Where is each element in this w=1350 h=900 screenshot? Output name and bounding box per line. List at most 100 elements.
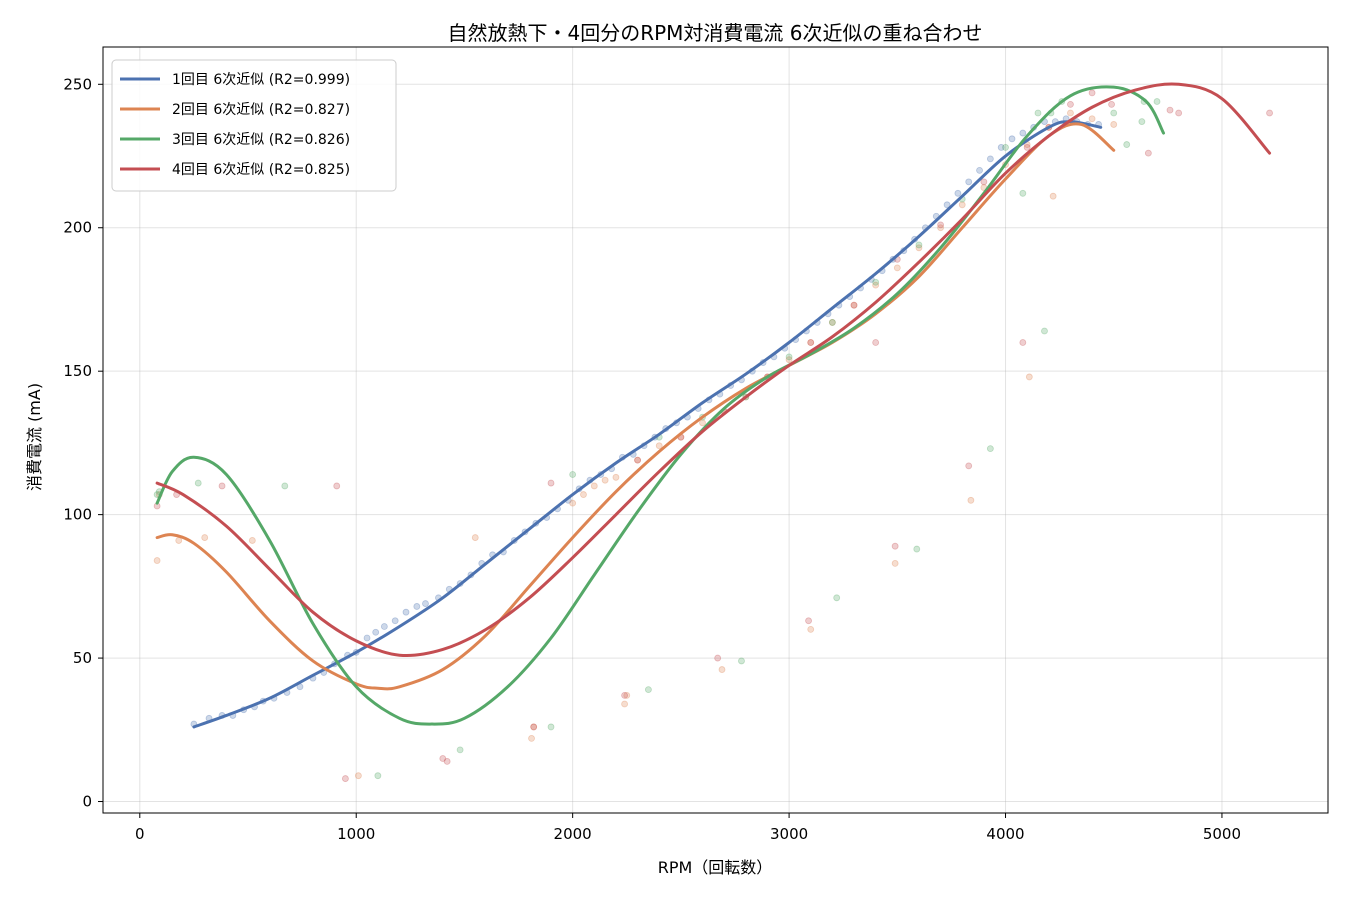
- data-point-series-4: [218, 482, 226, 490]
- data-point-series-2: [530, 723, 538, 731]
- axis-ticks: 0 1000 2000 3000 4000 5000 0 50 100 150 200 250: [63, 75, 1241, 843]
- y-tick-label: 200: [63, 219, 92, 237]
- data-point-series-2: [718, 666, 726, 673]
- data-point-series-1: [413, 603, 421, 610]
- data-point-series-1: [1008, 135, 1016, 143]
- data-point-series-4: [1088, 89, 1096, 97]
- data-point-series-1: [943, 201, 951, 209]
- data-point-series-4: [1067, 100, 1074, 108]
- data-point-series-1: [1019, 129, 1027, 137]
- data-point-series-1: [422, 600, 429, 607]
- x-tick-label: 1000: [337, 825, 375, 843]
- fit-line-series-1: [192, 120, 1103, 729]
- data-point-series-2: [828, 319, 836, 326]
- data-point-series-2: [590, 482, 598, 490]
- data-point-series-4: [1108, 100, 1115, 108]
- data-point-series-2: [1067, 109, 1074, 117]
- data-point-series-2: [621, 700, 628, 708]
- data-point-series-3: [1123, 141, 1131, 148]
- data-point-series-3: [456, 746, 464, 754]
- data-point-series-2: [872, 281, 880, 289]
- x-tick-label: 3000: [770, 825, 808, 843]
- data-point-series-4: [1175, 109, 1183, 117]
- data-point-series-3: [569, 471, 577, 478]
- fit-lines: [155, 82, 1272, 729]
- data-point-series-2: [1088, 115, 1096, 123]
- x-tick-label: 5000: [1203, 825, 1241, 843]
- data-point-series-1: [380, 623, 388, 630]
- data-point-series-1: [965, 178, 973, 186]
- legend-label: 3回目 6次近似 (R2=0.826): [172, 132, 350, 148]
- data-point-series-2: [569, 499, 577, 507]
- data-point-series-2: [248, 537, 256, 544]
- data-point-series-3: [281, 482, 289, 490]
- data-point-series-4: [547, 479, 555, 487]
- data-point-series-2: [967, 496, 975, 504]
- data-point-series-2: [1110, 121, 1118, 128]
- data-point-series-4: [342, 775, 349, 782]
- data-point-series-4: [333, 482, 341, 490]
- data-point-series-4: [1144, 149, 1152, 157]
- chart-title: 自然放熱下・4回分のRPM対消費電流 6次近似の重ね合わせ: [447, 21, 982, 45]
- data-point-series-4: [807, 339, 815, 346]
- data-point-series-3: [645, 686, 652, 694]
- y-tick-label: 150: [63, 362, 92, 380]
- data-point-series-4: [872, 339, 880, 346]
- data-point-series-4: [965, 462, 973, 470]
- data-point-series-2: [807, 625, 815, 633]
- legend-box: [111, 59, 397, 192]
- x-tick-label: 0: [135, 825, 145, 843]
- data-point-series-1: [976, 166, 983, 174]
- data-point-series-3: [1034, 109, 1042, 117]
- data-point-series-2: [612, 473, 620, 481]
- data-point-series-3: [1019, 189, 1027, 197]
- data-point-series-2: [623, 691, 631, 699]
- data-point-series-1: [986, 155, 994, 163]
- data-point-series-3: [1002, 144, 1009, 151]
- data-point-series-2: [937, 224, 944, 232]
- legend-label: 4回目 6次近似 (R2=0.825): [172, 162, 350, 178]
- y-tick-label: 100: [63, 506, 92, 524]
- legend-label: 2回目 6次近似 (R2=0.827): [172, 102, 350, 118]
- data-point-series-1: [363, 634, 371, 642]
- y-tick-label: 50: [73, 649, 92, 667]
- legend-items: 1回目 6次近似 (R2=0.999) 2回目 6次近似 (R2=0.827) 3回…: [120, 72, 350, 178]
- data-point-series-3: [1041, 327, 1048, 335]
- data-point-series-4: [1266, 109, 1273, 117]
- data-point-series-3: [872, 278, 880, 286]
- plot-frame: [102, 46, 1329, 814]
- data-point-series-3: [1138, 118, 1146, 125]
- data-point-series-2: [354, 772, 362, 780]
- data-point-series-1: [372, 628, 380, 636]
- data-point-series-2: [580, 491, 587, 498]
- data-point-series-4: [937, 221, 944, 229]
- y-tick-label: 250: [63, 75, 92, 93]
- data-point-series-4: [634, 456, 641, 464]
- data-point-series-1: [402, 608, 410, 616]
- data-point-series-4: [1166, 106, 1174, 114]
- data-point-series-3: [986, 445, 994, 453]
- data-point-series-2: [850, 301, 858, 309]
- data-point-series-2: [153, 557, 161, 564]
- fit-line-series-2: [155, 122, 1116, 691]
- data-point-series-4: [850, 301, 858, 309]
- data-point-series-3: [833, 594, 841, 602]
- x-tick-label: 4000: [986, 825, 1024, 843]
- data-point-series-4: [891, 542, 899, 550]
- data-point-series-4: [621, 691, 628, 699]
- data-point-series-4: [530, 723, 538, 731]
- data-point-series-2: [634, 456, 641, 464]
- legend-label: 1回目 6次近似 (R2=0.999): [172, 72, 350, 88]
- x-tick-label: 2000: [554, 825, 592, 843]
- data-point-series-2: [915, 244, 923, 252]
- data-point-series-3: [194, 479, 202, 487]
- data-point-series-2: [699, 419, 706, 427]
- data-point-series-2: [601, 476, 609, 484]
- data-point-series-2: [1025, 373, 1033, 381]
- data-point-series-3: [1153, 98, 1161, 105]
- data-point-series-2: [893, 264, 901, 272]
- y-axis-title: 消費電流 (mA): [25, 383, 44, 491]
- data-point-series-3: [547, 723, 555, 731]
- data-point-series-4: [980, 178, 988, 186]
- data-point-series-2: [201, 534, 209, 541]
